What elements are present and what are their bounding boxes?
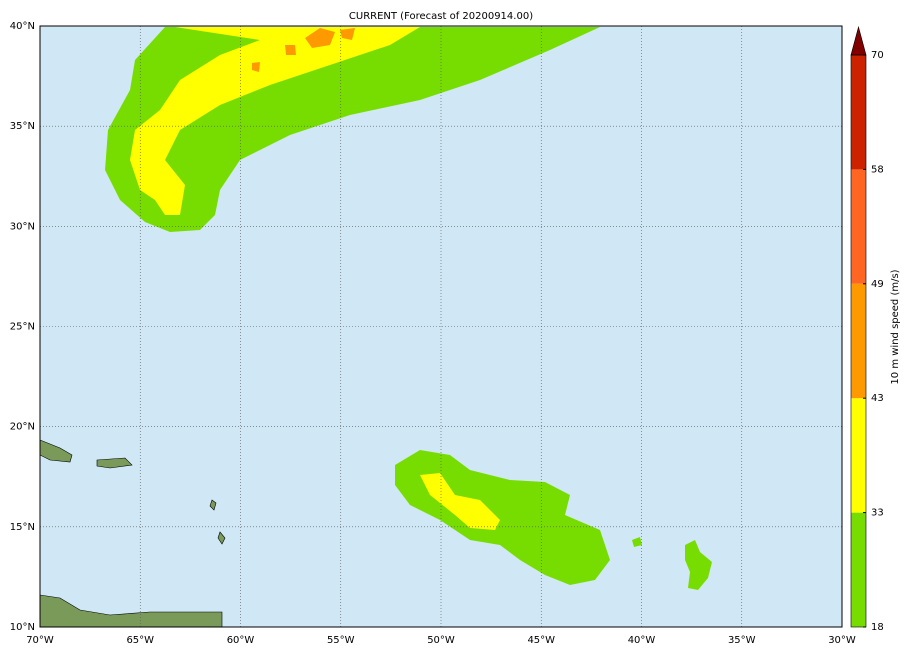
colorbar-tick-label: 43: [871, 393, 884, 404]
colorbar-segment: [851, 55, 866, 170]
colorbar-tick-label: 58: [871, 164, 884, 175]
lon-tick-label: 65°W: [126, 635, 154, 646]
lon-tick-label: 55°W: [327, 635, 355, 646]
wind-contour: [252, 28, 355, 72]
lat-tick-label: 15°N: [10, 522, 35, 533]
lon-tick-label: 30°W: [828, 635, 856, 646]
lat-tick-label: 10°N: [10, 622, 35, 633]
lon-tick-label: 35°W: [728, 635, 756, 646]
colorbar-segment: [851, 398, 866, 513]
lon-tick-label: 60°W: [227, 635, 255, 646]
lat-tick-label: 30°N: [10, 221, 35, 232]
map-frame: [39, 25, 843, 628]
colorbar-segment: [851, 169, 866, 284]
lon-tick-label: 70°W: [26, 635, 54, 646]
map-title: CURRENT (Forecast of 20200914.00): [349, 11, 533, 22]
wind-contour: [130, 27, 420, 215]
colorbar-tick-label: 70: [871, 50, 884, 61]
colorbar-extend: [850, 25, 867, 56]
wind-contour: [632, 537, 712, 590]
wind-contour: [395, 450, 610, 585]
lon-tick-label: 40°W: [628, 635, 656, 646]
colorbar-tick-label: 49: [871, 279, 884, 290]
wind-contour: [420, 473, 500, 530]
lat-tick-label: 20°N: [10, 422, 35, 433]
colorbar-label: 10 m wind speed (m/s): [890, 269, 901, 384]
colorbar-segment: [851, 283, 866, 399]
colorbar-segment: [851, 512, 866, 627]
lon-tick-label: 50°W: [427, 635, 455, 646]
map-area: [39, 26, 842, 628]
colorbar-tick-label: 18: [871, 622, 884, 633]
lat-tick-label: 40°N: [10, 21, 35, 32]
colorbar-frame: [850, 54, 867, 628]
colorbar-tick-label: 33: [871, 508, 884, 519]
lon-tick-label: 45°W: [527, 635, 555, 646]
lat-tick-label: 35°N: [10, 121, 35, 132]
lat-tick-label: 25°N: [10, 322, 35, 333]
